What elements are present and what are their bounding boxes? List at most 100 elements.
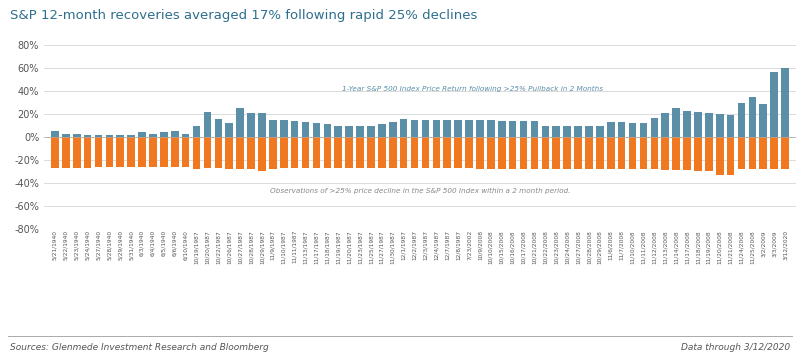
Bar: [618, 137, 626, 169]
Bar: [171, 131, 178, 137]
Bar: [313, 137, 320, 168]
Text: Data through 3/12/2020: Data through 3/12/2020: [682, 343, 790, 352]
Bar: [389, 137, 397, 168]
Bar: [553, 126, 560, 137]
Bar: [302, 137, 310, 168]
Bar: [509, 121, 517, 137]
Bar: [193, 137, 200, 169]
Bar: [607, 137, 614, 169]
Bar: [640, 123, 647, 137]
Bar: [476, 137, 484, 169]
Bar: [84, 137, 91, 168]
Bar: [247, 137, 255, 169]
Bar: [662, 113, 669, 137]
Bar: [94, 137, 102, 167]
Bar: [520, 121, 527, 137]
Bar: [127, 135, 135, 137]
Bar: [782, 68, 789, 137]
Bar: [726, 137, 734, 175]
Bar: [629, 137, 636, 169]
Bar: [520, 137, 527, 169]
Bar: [62, 137, 70, 168]
Bar: [443, 120, 451, 137]
Bar: [705, 137, 713, 171]
Bar: [574, 137, 582, 169]
Bar: [400, 137, 407, 168]
Bar: [410, 120, 418, 137]
Bar: [214, 119, 222, 137]
Bar: [650, 118, 658, 137]
Bar: [389, 122, 397, 137]
Bar: [498, 121, 506, 137]
Bar: [269, 137, 277, 169]
Bar: [138, 137, 146, 167]
Bar: [73, 134, 81, 137]
Bar: [738, 137, 746, 169]
Bar: [378, 125, 386, 137]
Bar: [782, 137, 789, 169]
Bar: [106, 137, 114, 167]
Bar: [117, 135, 124, 137]
Bar: [694, 112, 702, 137]
Bar: [726, 115, 734, 137]
Bar: [280, 120, 287, 137]
Bar: [672, 109, 680, 137]
Bar: [770, 137, 778, 169]
Bar: [51, 131, 58, 137]
Bar: [291, 121, 298, 137]
Bar: [672, 137, 680, 170]
Bar: [193, 126, 200, 137]
Bar: [585, 137, 593, 169]
Text: Sources: Glenmede Investment Research and Bloomberg: Sources: Glenmede Investment Research an…: [10, 343, 268, 352]
Bar: [759, 104, 767, 137]
Bar: [433, 120, 440, 137]
Bar: [749, 137, 756, 169]
Bar: [410, 137, 418, 168]
Bar: [171, 137, 178, 167]
Bar: [683, 111, 691, 137]
Bar: [454, 137, 462, 168]
Bar: [334, 137, 342, 168]
Bar: [487, 137, 494, 169]
Bar: [542, 126, 549, 137]
Bar: [302, 122, 310, 137]
Bar: [443, 137, 451, 168]
Bar: [607, 122, 614, 137]
Bar: [553, 137, 560, 169]
Bar: [356, 126, 364, 137]
Bar: [749, 97, 756, 137]
Bar: [498, 137, 506, 169]
Text: S&P 12-month recoveries averaged 17% following rapid 25% declines: S&P 12-month recoveries averaged 17% fol…: [10, 9, 477, 22]
Bar: [422, 120, 430, 137]
Bar: [313, 123, 320, 137]
Bar: [662, 137, 669, 170]
Bar: [694, 137, 702, 171]
Bar: [716, 137, 723, 175]
Bar: [280, 137, 287, 168]
Bar: [454, 120, 462, 137]
Bar: [214, 137, 222, 168]
Bar: [574, 126, 582, 137]
Bar: [182, 137, 190, 167]
Bar: [487, 120, 494, 137]
Bar: [640, 137, 647, 169]
Bar: [629, 123, 636, 137]
Bar: [346, 137, 353, 168]
Bar: [367, 137, 374, 168]
Bar: [269, 120, 277, 137]
Bar: [127, 137, 135, 167]
Bar: [204, 112, 211, 137]
Bar: [585, 126, 593, 137]
Bar: [117, 137, 124, 167]
Bar: [422, 137, 430, 168]
Bar: [433, 137, 440, 168]
Text: 1-Year S&P 500 Index Price Return following >25% Pullback in 2 Months: 1-Year S&P 500 Index Price Return follow…: [342, 86, 603, 92]
Bar: [106, 135, 114, 137]
Bar: [466, 137, 473, 168]
Bar: [149, 134, 157, 137]
Bar: [716, 114, 723, 137]
Text: Observations of >25% price decline in the S&P 500 Index within a 2 month period.: Observations of >25% price decline in th…: [270, 188, 570, 195]
Bar: [705, 113, 713, 137]
Bar: [738, 103, 746, 137]
Bar: [770, 72, 778, 137]
